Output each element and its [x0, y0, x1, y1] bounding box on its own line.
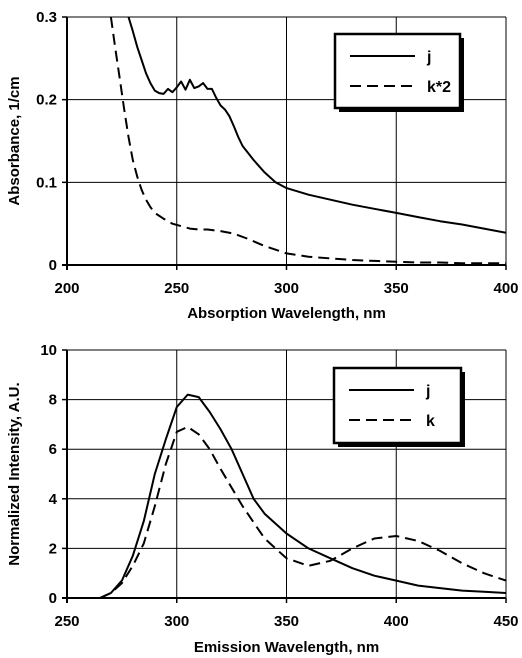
y-tick-label: 0 — [49, 257, 57, 274]
legend-label: k*2 — [427, 79, 451, 96]
y-axis-title: Absorbance, 1/cm — [6, 76, 23, 205]
emission-chart: 250 300 350 400 450 0 2 4 6 8 10 Emission Wavelengt… — [6, 342, 519, 656]
legend-box — [333, 32, 462, 110]
y-axis-title: Normalized Intensity, A.U. — [6, 382, 23, 565]
x-tick-label: 300 — [274, 280, 299, 297]
legend: jk — [332, 366, 465, 447]
x-tick-label: 400 — [493, 280, 518, 297]
series-line-dashed — [109, 17, 506, 265]
x-tick-label: 350 — [274, 613, 299, 630]
absorption-chart: 200 250 300 350 400 0 0.1 0.2 0.3 Absorption Wave… — [6, 9, 519, 322]
x-axis-title: Emission Wavelength, nm — [194, 639, 379, 656]
y-tick-label: 0.2 — [36, 92, 57, 109]
series-line-dashed — [99, 425, 506, 598]
x-tick-label: 350 — [384, 280, 409, 297]
legend-label: j — [425, 383, 430, 400]
x-tick-label: 250 — [54, 613, 79, 630]
legend-box — [332, 366, 463, 445]
y-tick-label: 8 — [49, 392, 57, 409]
legend: j k*2 — [333, 32, 464, 112]
series-line-solid — [127, 17, 506, 234]
y-tick-label: 0.3 — [36, 9, 57, 26]
x-tick-label: 300 — [164, 613, 189, 630]
y-tick-label: 4 — [49, 491, 58, 508]
legend-label: k — [426, 413, 435, 430]
y-tick-label: 6 — [49, 441, 57, 458]
x-tick-label: 250 — [164, 280, 189, 297]
x-tick-label: 200 — [54, 280, 79, 297]
y-tick-label: 0 — [49, 590, 57, 607]
y-tick-label: 0.1 — [36, 174, 57, 191]
y-tick-label: 10 — [40, 342, 57, 359]
y-tick-label: 2 — [49, 540, 57, 557]
legend-label: j — [426, 49, 431, 66]
x-axis-title: Absorption Wavelength, nm — [187, 305, 386, 322]
x-tick-label: 400 — [384, 613, 409, 630]
series-line-solid — [99, 393, 506, 598]
x-tick-label: 450 — [493, 613, 518, 630]
